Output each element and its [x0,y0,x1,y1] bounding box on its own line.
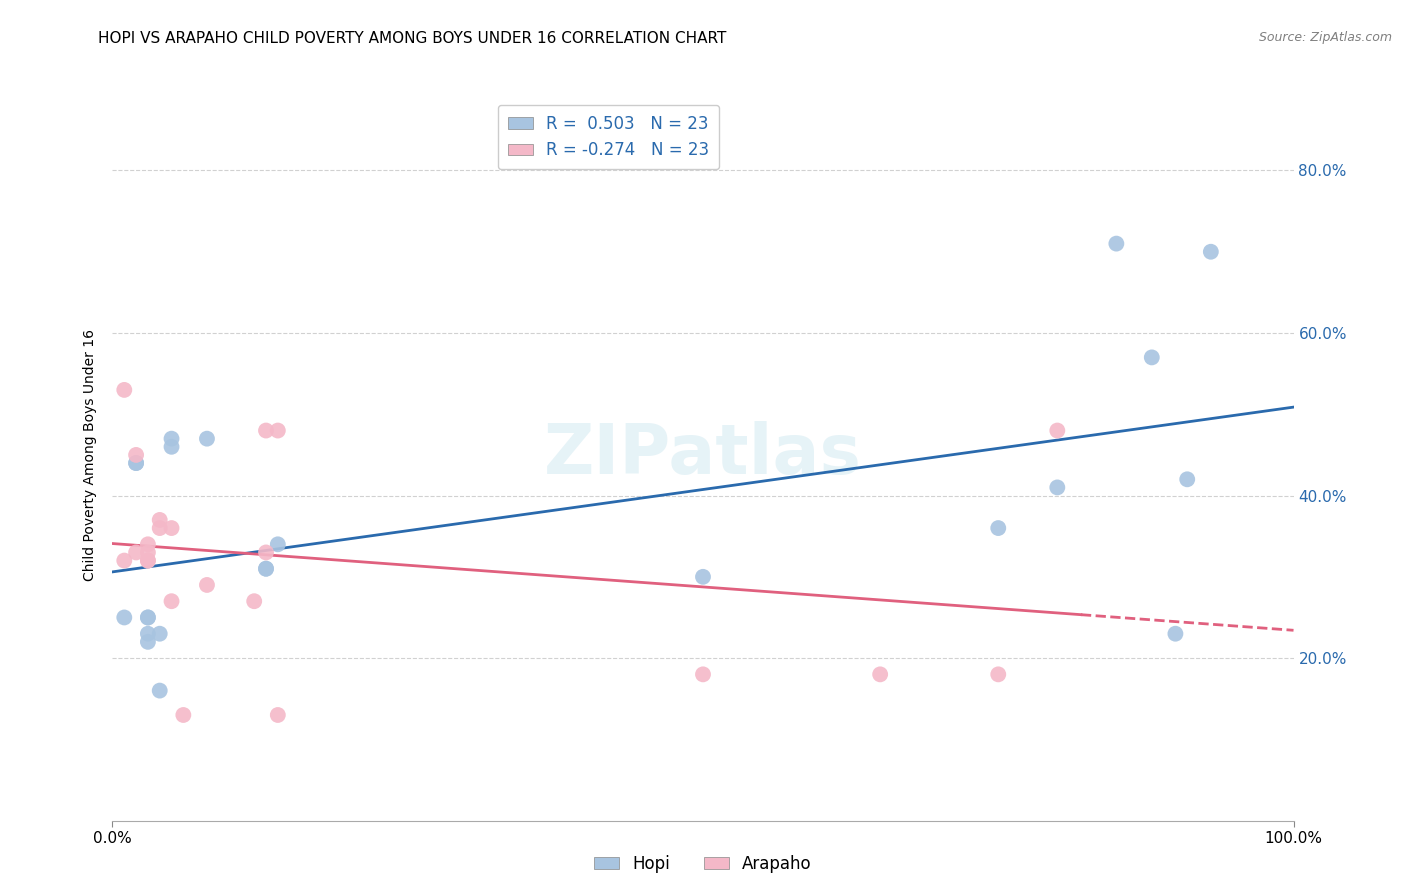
Point [125,456,148,470]
Point [1164,626,1187,640]
Point [692,570,714,584]
Point [1105,236,1128,251]
Point [267,424,290,438]
Point [267,537,290,551]
Point [125,448,148,462]
Point [149,683,172,698]
Point [112,383,135,397]
Point [172,708,194,723]
Point [136,553,159,567]
Point [1175,472,1198,486]
Point [267,708,290,723]
Point [1046,424,1069,438]
Point [254,562,277,576]
Point [160,521,183,535]
Point [149,626,172,640]
Point [160,432,183,446]
Point [869,667,891,681]
Point [243,594,266,608]
Point [195,432,218,446]
Legend: Hopi, Arapaho: Hopi, Arapaho [588,848,818,880]
Y-axis label: Child Poverty Among Boys Under 16: Child Poverty Among Boys Under 16 [83,329,97,581]
Text: HOPI VS ARAPAHO CHILD POVERTY AMONG BOYS UNDER 16 CORRELATION CHART: HOPI VS ARAPAHO CHILD POVERTY AMONG BOYS… [98,31,727,46]
Point [254,545,277,559]
Point [160,440,183,454]
Legend: R =  0.503   N = 23, R = -0.274   N = 23: R = 0.503 N = 23, R = -0.274 N = 23 [498,105,720,169]
Point [149,521,172,535]
Point [136,553,159,567]
Point [136,610,159,624]
Point [987,667,1010,681]
Point [136,626,159,640]
Point [254,562,277,576]
Point [125,545,148,559]
Point [987,521,1010,535]
Point [1046,480,1069,494]
Point [1140,351,1163,365]
Point [195,578,218,592]
Point [136,545,159,559]
Text: Source: ZipAtlas.com: Source: ZipAtlas.com [1258,31,1392,45]
Point [136,610,159,624]
Point [136,635,159,649]
Point [136,537,159,551]
Point [112,610,135,624]
Point [149,513,172,527]
Point [254,424,277,438]
Point [125,456,148,470]
Point [160,594,183,608]
Point [692,667,714,681]
Point [112,553,135,567]
Text: ZIPatlas: ZIPatlas [544,421,862,489]
Point [1199,244,1222,259]
